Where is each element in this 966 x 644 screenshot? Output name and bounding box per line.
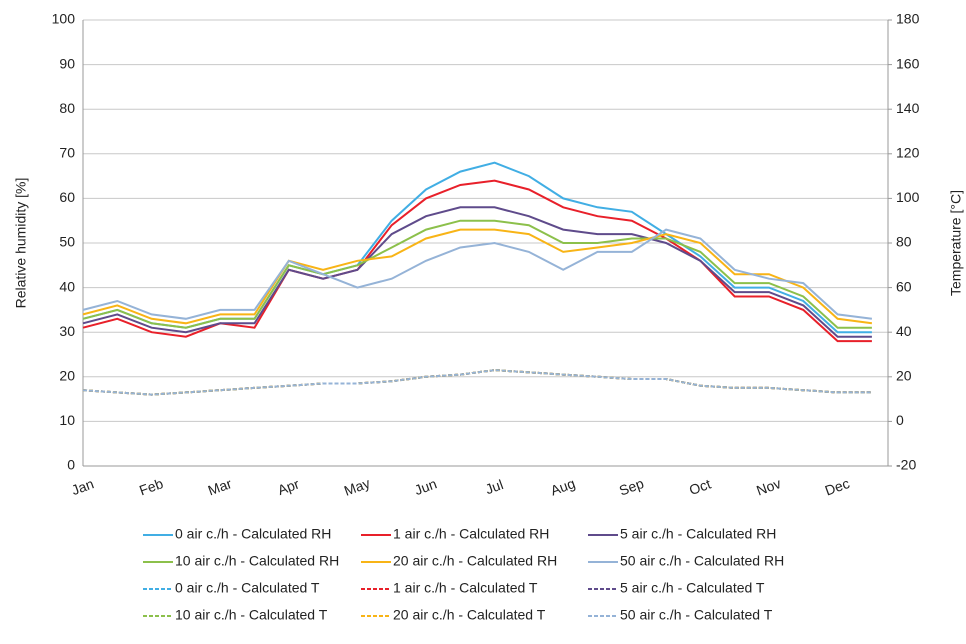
series-line <box>82 369 872 396</box>
y-tick-label: 10 <box>59 412 75 428</box>
legend-label: 5 air c./h - Calculated T <box>620 580 765 596</box>
x-tick-label: Apr <box>275 475 301 498</box>
x-tick-label: Mar <box>206 475 234 498</box>
x-tick-label: Jan <box>69 475 96 498</box>
legend-label: 50 air c./h - Calculated RH <box>620 553 784 569</box>
x-tick-label: Feb <box>137 475 165 498</box>
series-line <box>82 369 872 396</box>
y-tick-label: 50 <box>59 234 75 250</box>
series-line <box>82 228 873 325</box>
y-tick-label: 20 <box>59 368 75 384</box>
series-line <box>82 228 873 320</box>
series-line <box>82 206 872 338</box>
legend-label: 20 air c./h - Calculated T <box>393 607 546 623</box>
y2-tick-label: 60 <box>896 278 912 294</box>
legend-label: 5 air c./h - Calculated RH <box>620 526 776 542</box>
y-axis-title: Relative humidity [%] <box>13 178 29 309</box>
series-line <box>82 179 872 343</box>
series-line <box>82 161 872 334</box>
y2-tick-label: 100 <box>896 189 920 205</box>
legend-label: 20 air c./h - Calculated RH <box>393 553 557 569</box>
y2-tick-label: 120 <box>896 145 920 161</box>
y2-tick-label: 0 <box>896 412 904 428</box>
series-line <box>82 219 872 329</box>
y2-tick-label: -20 <box>896 457 916 473</box>
y2-tick-label: 180 <box>896 11 920 27</box>
y-tick-label: 30 <box>59 323 75 339</box>
x-tick-label: Aug <box>548 475 577 499</box>
x-tick-label: Jul <box>483 476 505 497</box>
x-tick-label: Oct <box>687 476 713 499</box>
legend-label: 1 air c./h - Calculated RH <box>393 526 549 542</box>
x-tick-label: Nov <box>754 475 783 499</box>
legend-label: 0 air c./h - Calculated RH <box>175 526 331 542</box>
legend-label: 1 air c./h - Calculated T <box>393 580 538 596</box>
x-tick-label: Dec <box>823 475 852 499</box>
series-line <box>82 369 872 396</box>
y2-tick-label: 20 <box>896 368 912 384</box>
y-tick-label: 0 <box>67 457 75 473</box>
legend-label: 50 air c./h - Calculated T <box>620 607 773 623</box>
series-line <box>82 369 872 396</box>
y-tick-label: 80 <box>59 100 75 116</box>
y-tick-label: 90 <box>59 55 75 71</box>
y2-tick-label: 40 <box>896 323 912 339</box>
series-line <box>82 369 872 396</box>
y2-tick-label: 80 <box>896 234 912 250</box>
y-tick-label: 60 <box>59 189 75 205</box>
legend-label: 10 air c./h - Calculated RH <box>175 553 339 569</box>
series-line <box>82 369 872 396</box>
y2-axis-title: Temperature [°C] <box>948 190 964 296</box>
x-tick-label: Sep <box>617 475 646 499</box>
y-tick-label: 100 <box>52 11 76 27</box>
legend-label: 0 air c./h - Calculated T <box>175 580 320 596</box>
legend-label: 10 air c./h - Calculated T <box>175 607 328 623</box>
x-tick-label: May <box>342 475 372 499</box>
x-tick-label: Jun <box>412 475 439 498</box>
y-tick-label: 40 <box>59 278 75 294</box>
y2-tick-label: 140 <box>896 100 920 116</box>
y2-tick-label: 160 <box>896 55 920 71</box>
y-tick-label: 70 <box>59 145 75 161</box>
